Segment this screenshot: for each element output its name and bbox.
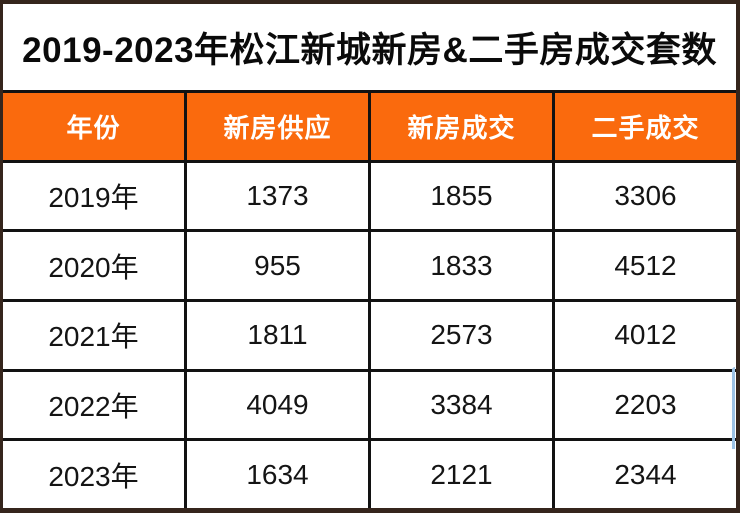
row-2022-sales: 3384 (371, 371, 552, 439)
row-2019-sales: 1855 (371, 162, 552, 230)
column-header-year: 年份 (3, 93, 184, 160)
row-2022-year: 2022年 (3, 371, 184, 439)
row-2019-resale: 3306 (555, 162, 736, 230)
row-2020-year: 2020年 (3, 232, 184, 299)
row-2021-supply: 1811 (187, 301, 368, 369)
row-2022-supply: 4049 (187, 371, 368, 439)
row-2020-sales: 1833 (371, 232, 552, 299)
row-2023-year: 2023年 (3, 441, 184, 508)
row-2020-supply: 955 (187, 232, 368, 299)
row-2022-resale: 2203 (555, 371, 736, 439)
row-2021-sales: 2573 (371, 301, 552, 369)
row-2023-supply: 1634 (187, 441, 368, 508)
table-frame: 2019-2023年松江新城新房&二手房成交套数 年份 新房供应 新房成交 二手… (3, 4, 736, 508)
selection-artifact (732, 367, 735, 449)
row-2019-year: 2019年 (3, 162, 184, 230)
column-header-resale: 二手成交 (555, 93, 736, 160)
data-table: 年份 新房供应 新房成交 二手成交 2019年 1373 1855 3306 2… (3, 93, 736, 508)
column-header-new-sales: 新房成交 (371, 93, 552, 160)
row-2020-resale: 4512 (555, 232, 736, 299)
row-2023-sales: 2121 (371, 441, 552, 508)
row-2021-resale: 4012 (555, 301, 736, 369)
row-2021-year: 2021年 (3, 301, 184, 369)
chart-title: 2019-2023年松江新城新房&二手房成交套数 (3, 4, 736, 93)
row-2019-supply: 1373 (187, 162, 368, 230)
column-header-new-supply: 新房供应 (187, 93, 368, 160)
row-2023-resale: 2344 (555, 441, 736, 508)
